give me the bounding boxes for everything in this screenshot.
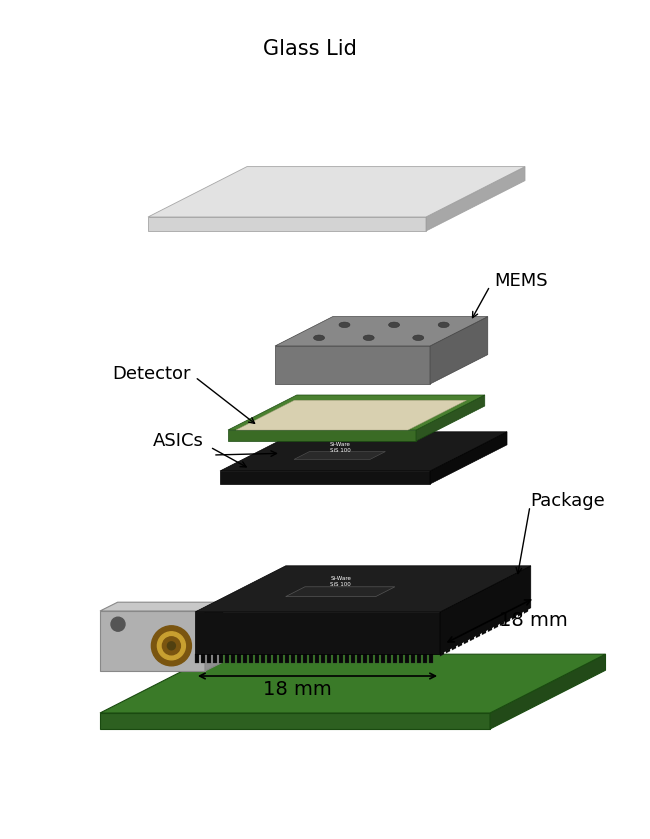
Bar — [213, 654, 217, 663]
Bar — [375, 654, 379, 663]
Text: ASICs: ASICs — [153, 432, 203, 450]
Bar — [273, 654, 277, 663]
Polygon shape — [440, 652, 444, 656]
Polygon shape — [506, 618, 510, 623]
Polygon shape — [100, 713, 490, 729]
Bar — [261, 654, 265, 663]
Bar — [387, 654, 391, 663]
Bar — [255, 654, 259, 663]
Bar — [279, 654, 283, 663]
Bar — [267, 654, 271, 663]
Bar — [201, 654, 205, 663]
Text: Glass Lid: Glass Lid — [263, 39, 357, 59]
Bar — [399, 654, 403, 663]
Bar — [315, 654, 319, 663]
Bar — [411, 654, 415, 663]
Bar — [231, 654, 235, 663]
Polygon shape — [100, 654, 606, 713]
Polygon shape — [446, 649, 450, 654]
Bar — [351, 654, 355, 663]
Polygon shape — [458, 643, 462, 647]
Bar — [237, 654, 241, 663]
Polygon shape — [430, 432, 507, 484]
Bar — [195, 654, 199, 663]
Circle shape — [157, 632, 185, 659]
Polygon shape — [285, 586, 395, 597]
Text: 18 mm: 18 mm — [499, 612, 568, 630]
Polygon shape — [440, 565, 531, 654]
Bar — [405, 654, 409, 663]
Polygon shape — [205, 602, 222, 671]
Polygon shape — [148, 217, 426, 231]
Polygon shape — [228, 430, 416, 441]
Polygon shape — [148, 167, 525, 217]
Bar — [249, 654, 253, 663]
Polygon shape — [100, 602, 222, 611]
Ellipse shape — [339, 322, 350, 327]
Bar — [393, 654, 397, 663]
Polygon shape — [426, 167, 525, 231]
Ellipse shape — [438, 322, 449, 327]
Circle shape — [111, 618, 125, 631]
Bar — [429, 654, 433, 663]
Text: MEMS: MEMS — [494, 272, 547, 290]
Polygon shape — [236, 400, 467, 430]
Polygon shape — [430, 316, 488, 384]
Bar — [285, 654, 289, 663]
Ellipse shape — [413, 335, 424, 341]
Polygon shape — [452, 646, 456, 650]
Polygon shape — [488, 628, 492, 632]
Bar — [303, 654, 307, 663]
Text: Package: Package — [530, 492, 605, 510]
Polygon shape — [275, 316, 488, 346]
Text: Si-Ware
SiS 100: Si-Ware SiS 100 — [330, 576, 351, 587]
Polygon shape — [416, 395, 485, 441]
Circle shape — [151, 626, 191, 666]
Text: Detector: Detector — [112, 365, 191, 383]
Polygon shape — [482, 631, 486, 635]
Polygon shape — [494, 624, 498, 628]
Polygon shape — [500, 622, 504, 626]
Ellipse shape — [363, 335, 374, 341]
Polygon shape — [195, 565, 531, 612]
Circle shape — [168, 642, 176, 649]
Polygon shape — [100, 611, 205, 671]
Polygon shape — [228, 395, 485, 430]
Ellipse shape — [389, 322, 400, 327]
Polygon shape — [470, 637, 474, 641]
Polygon shape — [220, 432, 507, 471]
Bar — [225, 654, 229, 663]
Bar — [207, 654, 211, 663]
Bar — [345, 654, 349, 663]
Polygon shape — [490, 654, 606, 729]
Bar — [291, 654, 295, 663]
Polygon shape — [476, 633, 480, 638]
Ellipse shape — [313, 335, 324, 341]
Bar — [333, 654, 337, 663]
Polygon shape — [512, 615, 516, 619]
Bar — [297, 654, 301, 663]
Bar — [363, 654, 367, 663]
Polygon shape — [275, 346, 430, 384]
Text: 18 mm: 18 mm — [263, 680, 332, 699]
Circle shape — [162, 637, 181, 654]
Bar — [417, 654, 421, 663]
Polygon shape — [220, 471, 430, 484]
Bar — [369, 654, 373, 663]
Bar — [381, 654, 385, 663]
Text: Si-Ware
SiS 100: Si-Ware SiS 100 — [330, 442, 350, 453]
Bar — [423, 654, 427, 663]
Bar — [339, 654, 343, 663]
Bar — [357, 654, 361, 663]
Bar — [309, 654, 313, 663]
Bar — [243, 654, 247, 663]
Bar — [321, 654, 325, 663]
Polygon shape — [294, 451, 385, 460]
Bar — [219, 654, 223, 663]
Polygon shape — [464, 640, 468, 644]
Polygon shape — [524, 609, 528, 613]
Bar — [327, 654, 331, 663]
Polygon shape — [518, 612, 522, 617]
Polygon shape — [195, 612, 440, 654]
